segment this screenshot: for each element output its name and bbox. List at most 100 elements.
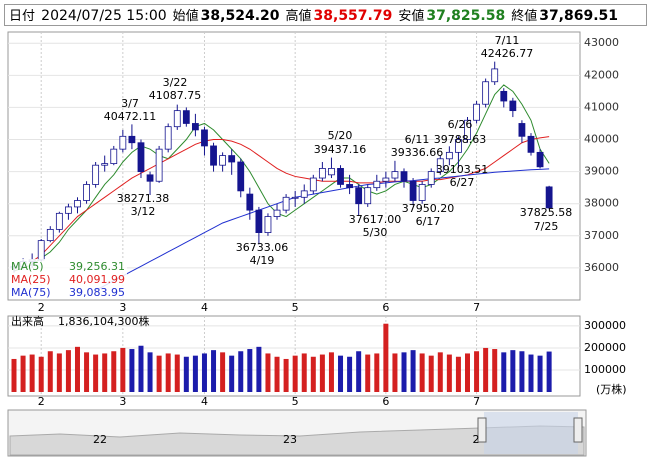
volume-bar xyxy=(483,347,489,392)
navigator-area xyxy=(9,425,585,456)
candle-body xyxy=(418,184,426,201)
date-label: 日付 xyxy=(9,9,36,24)
volume-bar xyxy=(93,354,99,392)
annotation-date: 5/20 xyxy=(328,129,353,142)
candle-body xyxy=(527,135,535,153)
volume-bar xyxy=(501,352,507,392)
volume-bar xyxy=(11,358,17,392)
volume-bar xyxy=(383,323,389,392)
navigator-window[interactable] xyxy=(484,412,578,454)
annotation-price: 37950.20 xyxy=(402,202,455,215)
candle-body xyxy=(219,155,227,166)
annotation-price: 40472.11 xyxy=(104,110,157,123)
candle-body xyxy=(337,168,344,185)
x-tick-label: 2 xyxy=(38,301,45,314)
candle-body xyxy=(445,151,453,160)
volume-bar xyxy=(274,356,280,392)
volume-bar xyxy=(365,354,371,392)
volume-bar xyxy=(392,353,398,392)
y-tick-label: 37000 xyxy=(584,229,619,242)
candle-body xyxy=(273,209,281,217)
volume-bar xyxy=(38,356,44,392)
navigator-handle[interactable] xyxy=(573,417,583,443)
volume-bar xyxy=(446,354,452,392)
candle-body xyxy=(55,212,63,230)
candle-body xyxy=(455,139,462,153)
candle-body xyxy=(264,216,272,233)
candle-body xyxy=(391,171,399,179)
high: 38,557.79 xyxy=(313,8,393,24)
annotation-date: 6/27 xyxy=(450,176,475,189)
candle-body xyxy=(473,103,480,121)
annotation-price: 42426.77 xyxy=(481,47,534,60)
candle-body xyxy=(509,100,517,112)
annotation-price: 36733.06 xyxy=(236,241,289,254)
volume-bar xyxy=(537,355,543,392)
x-tick-label: 2 xyxy=(38,395,45,408)
candle-body xyxy=(164,126,172,150)
candle-body xyxy=(545,186,553,209)
annotation-date: 4/19 xyxy=(250,254,275,267)
volume-bar xyxy=(102,353,108,392)
candle-body xyxy=(436,158,444,173)
volume-bar xyxy=(519,351,525,392)
volume-bar xyxy=(374,353,380,392)
candle-body xyxy=(373,180,381,189)
volume-bar xyxy=(301,353,307,392)
volume-bar xyxy=(338,355,344,392)
annotation-date: 7/11 xyxy=(495,34,520,47)
candle-body xyxy=(83,184,90,201)
volume-bar xyxy=(428,355,434,392)
volume-bar xyxy=(183,356,189,392)
volume-bar xyxy=(47,351,53,392)
annotation-date: 3/12 xyxy=(131,205,156,218)
volume-bar xyxy=(238,351,244,392)
x-tick-label: 4 xyxy=(201,395,208,408)
legend-name: MA(5) xyxy=(11,260,44,273)
candle-body xyxy=(110,148,118,164)
volume-bar xyxy=(528,354,534,392)
volume-bar xyxy=(410,350,416,392)
annotation-price: 37825.58 xyxy=(520,206,573,219)
volume-bar xyxy=(74,346,80,392)
x-tick-label: 7 xyxy=(473,301,480,314)
ma-line xyxy=(95,168,550,291)
y-tick-label: 300000 xyxy=(584,319,626,332)
legend-value: 39,256.31 xyxy=(69,260,125,273)
x-tick-label: 6 xyxy=(382,301,389,314)
volume-bar xyxy=(546,351,552,392)
candle-body xyxy=(364,187,372,205)
volume-bar xyxy=(120,347,126,392)
candle-body xyxy=(382,177,390,182)
volume-total: 1,836,104,300株 xyxy=(58,314,149,328)
volume-bar xyxy=(437,352,443,392)
candle-body xyxy=(92,164,100,185)
volume-bar xyxy=(247,349,253,392)
annotation-date: 6/26 xyxy=(448,118,473,131)
volume-bar xyxy=(29,354,35,392)
volume-bar xyxy=(20,355,26,392)
legend-value: 40,091.99 xyxy=(69,273,125,286)
open: 38,524.20 xyxy=(200,8,280,24)
volume-bar xyxy=(455,356,461,392)
candle-body xyxy=(191,123,199,131)
candle-body xyxy=(518,123,526,137)
candle-body xyxy=(400,171,408,182)
candle-body xyxy=(318,168,326,179)
legend-name: MA(25) xyxy=(11,273,51,286)
volume-bar xyxy=(256,346,262,392)
navigator-label: 2 xyxy=(473,433,480,446)
volume-bar xyxy=(310,356,316,392)
candle-body xyxy=(237,161,245,192)
volume-bar xyxy=(174,354,180,392)
navigator-handle[interactable] xyxy=(477,417,487,443)
candle-body xyxy=(328,168,335,176)
ma-line xyxy=(13,84,550,272)
annotation-price: 39103.51 xyxy=(436,163,489,176)
volume-bar xyxy=(56,353,62,392)
x-tick-label: 4 xyxy=(201,301,208,314)
annotation-price: 37617.00 xyxy=(349,213,402,226)
candle-body xyxy=(246,193,254,211)
